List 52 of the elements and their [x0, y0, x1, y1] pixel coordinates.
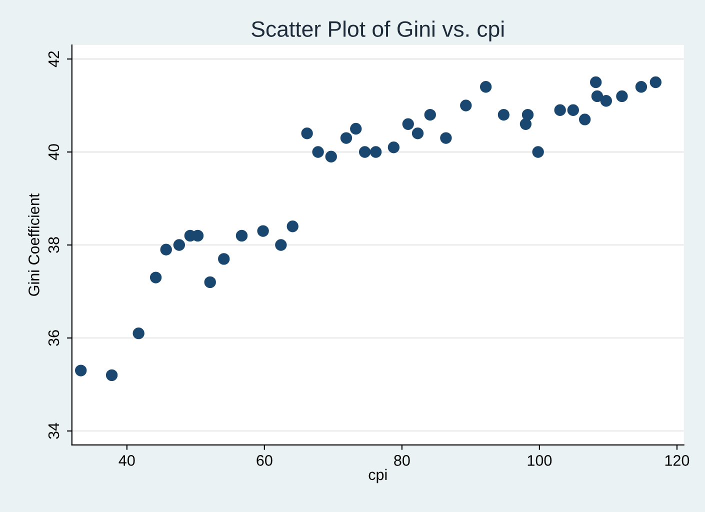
point: [388, 142, 400, 154]
point: [106, 369, 118, 382]
y-tick-label: 38: [48, 237, 60, 253]
point: [424, 108, 436, 121]
point: [591, 90, 604, 102]
y-tick-label: 36: [48, 330, 60, 346]
point: [578, 114, 591, 126]
point: [616, 90, 628, 102]
point: [498, 108, 510, 121]
point: [600, 95, 612, 107]
point: [160, 244, 172, 256]
point: [132, 327, 144, 340]
x-tick-label: 60: [256, 455, 272, 466]
x-tick-label: 80: [394, 455, 410, 466]
chart-title: Scatter Plot of Gini vs. cpi: [252, 20, 504, 42]
point: [520, 118, 532, 130]
point: [460, 100, 472, 112]
point: [340, 132, 352, 144]
point: [532, 146, 544, 158]
x-tick-label: 100: [528, 455, 552, 466]
point: [173, 239, 186, 251]
point: [301, 128, 313, 140]
point: [440, 132, 452, 144]
point: [257, 225, 269, 237]
point: [522, 108, 534, 121]
x-axis-title: cpi: [368, 468, 387, 484]
point: [480, 81, 492, 93]
point: [350, 122, 362, 135]
point: [275, 239, 287, 251]
point: [218, 253, 230, 265]
point: [370, 146, 382, 158]
point: [286, 220, 298, 232]
x-tick-label: 120: [665, 455, 690, 466]
point: [635, 81, 648, 93]
point: [554, 104, 566, 116]
point: [325, 150, 337, 162]
point: [236, 230, 248, 242]
point: [650, 76, 662, 88]
point: [402, 118, 414, 130]
y-tick-label: 40: [48, 144, 60, 160]
point: [358, 146, 371, 158]
y-tick-label: 42: [48, 51, 60, 68]
point: [412, 128, 424, 140]
y-axis-title: Gini Coefficient: [28, 193, 40, 296]
point: [204, 276, 216, 288]
point: [590, 76, 602, 88]
point: [75, 364, 87, 376]
point: [567, 104, 579, 116]
point: [150, 272, 162, 284]
x-tick-label: 40: [118, 455, 135, 466]
y-tick-label: 34: [48, 422, 60, 439]
point: [312, 146, 324, 158]
